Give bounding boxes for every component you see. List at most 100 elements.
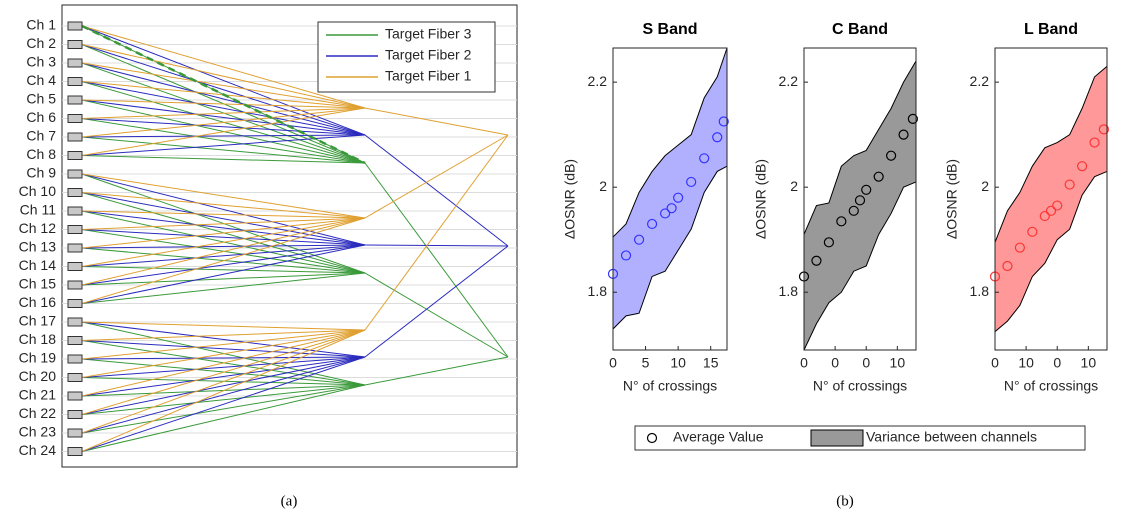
fiber-link	[81, 107, 366, 156]
y-tick-label: 1.8	[588, 283, 608, 299]
channel-label: Ch 18	[19, 331, 57, 347]
average-point	[854, 195, 866, 206]
channel-port	[67, 188, 83, 197]
average-point	[660, 208, 671, 219]
average-point	[699, 153, 710, 164]
legend-label: Target Fiber 3	[385, 26, 472, 42]
plot-frame	[994, 47, 1108, 351]
fiber-link	[81, 118, 366, 136]
average-point	[1052, 200, 1063, 211]
channel-label: Ch 4	[26, 72, 56, 88]
fiber-link	[81, 62, 366, 136]
fiber-link	[364, 134, 509, 331]
fiber-link	[81, 217, 366, 249]
y-tick-label: 2.2	[588, 73, 608, 89]
fiber-link	[81, 244, 366, 304]
fiber-link	[81, 99, 366, 109]
fiber-link	[81, 329, 366, 378]
channel-label: Ch 3	[26, 54, 56, 70]
fiber-link	[81, 384, 366, 415]
average-point	[673, 192, 684, 203]
channel-port	[67, 40, 83, 49]
fiber-link	[81, 118, 366, 164]
channel-port	[67, 410, 83, 419]
fiber-link	[81, 244, 366, 249]
channel-label: Ch 15	[19, 276, 57, 292]
channel-label: Ch 10	[19, 183, 57, 199]
fiber-link	[81, 329, 366, 434]
fiber-link	[81, 329, 366, 397]
channel-label: Ch 9	[26, 165, 56, 181]
average-point	[686, 176, 697, 188]
channel-label: Ch 23	[19, 424, 57, 440]
channel-label: Ch 5	[26, 91, 56, 107]
fiber-link-dashed	[81, 24, 366, 165]
channel-label: Ch 8	[26, 146, 56, 162]
fiber-link	[81, 99, 366, 136]
channel-port	[67, 225, 83, 234]
plot-frame	[612, 47, 728, 351]
fiber-link	[81, 329, 366, 360]
average-point	[718, 116, 729, 127]
fiber-link	[364, 356, 509, 386]
x-tick-label: 10	[890, 355, 906, 371]
average-point	[898, 129, 909, 140]
fiber-link	[81, 229, 366, 246]
channel-label: Ch 7	[26, 128, 56, 144]
fiber-link	[81, 356, 366, 360]
channel-label: Ch 6	[26, 109, 56, 125]
channel-port	[67, 132, 83, 142]
channel-port	[67, 21, 83, 31]
fiber-link	[81, 217, 366, 286]
channel-port	[67, 354, 83, 364]
average-point	[620, 250, 632, 261]
channel-port	[67, 373, 83, 382]
average-point	[848, 205, 859, 216]
y-axis-label: ΔOSNR (dB)	[753, 159, 769, 239]
fiber-link	[364, 272, 509, 358]
average-point	[1045, 205, 1057, 216]
channel-label: Ch 20	[19, 368, 57, 384]
average-point	[861, 184, 872, 195]
legend-label: Target Fiber 1	[385, 68, 472, 84]
fiber-link	[81, 356, 366, 397]
fiber-link	[81, 173, 366, 246]
y-tick-label: 2	[790, 178, 798, 194]
fiber-link	[81, 62, 366, 109]
fiber-link	[81, 107, 366, 119]
x-tick-label: 0	[1053, 355, 1061, 371]
fiber-link	[81, 134, 366, 156]
fiber-link	[81, 173, 366, 219]
average-point	[811, 255, 822, 266]
legend-box	[317, 21, 496, 93]
x-axis-label: N° of crossings	[813, 378, 907, 394]
fiber-link	[81, 217, 366, 267]
average-point	[712, 132, 723, 143]
y-tick-label: 2.2	[970, 73, 990, 89]
caption: (a)	[281, 493, 298, 509]
fiber-link	[81, 155, 366, 164]
channel-port	[67, 206, 83, 216]
fiber-link	[81, 356, 366, 452]
average-point	[1064, 179, 1075, 190]
chart-title: L Band	[1024, 21, 1078, 38]
channel-port	[67, 317, 83, 327]
fiber-link	[364, 244, 509, 247]
average-point	[1002, 260, 1013, 272]
legend-label: Average Value	[673, 429, 764, 445]
x-axis-label: N° of crossings	[623, 378, 717, 394]
channel-port	[67, 77, 83, 86]
fiber-link	[81, 340, 366, 358]
y-tick-label: 2	[981, 178, 989, 194]
channel-port	[67, 58, 83, 68]
fiber-link	[81, 25, 366, 109]
fiber-link	[81, 217, 366, 304]
fiber-link	[81, 81, 366, 136]
fiber-link	[81, 107, 366, 138]
average-point	[1098, 124, 1109, 135]
fiber-link	[81, 210, 366, 246]
channel-label: Ch 14	[19, 257, 57, 273]
fiber-link	[81, 356, 366, 415]
channel-label: Ch 1	[26, 17, 56, 33]
